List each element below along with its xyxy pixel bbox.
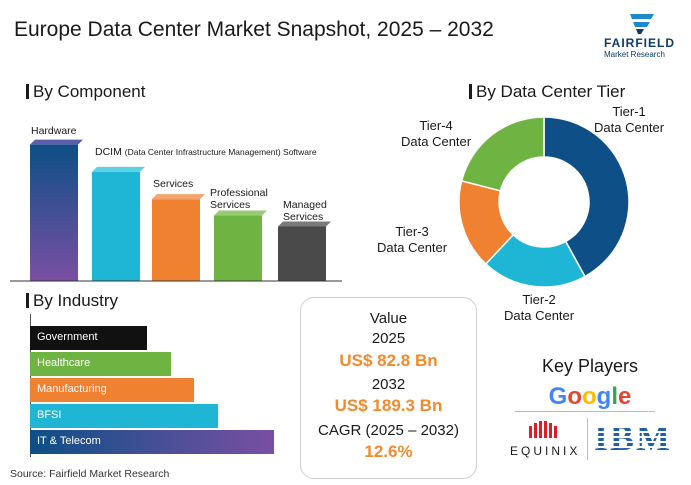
component-label-professional-services: Professional Services	[210, 187, 268, 211]
tier-3-label: Tier-3 Data Center	[377, 224, 448, 255]
component-bar-0	[30, 144, 78, 281]
industry-bar-government: Government	[30, 326, 148, 350]
logo-brand: FAIRFIELD	[604, 36, 675, 50]
component-bar-top-1	[92, 166, 145, 172]
component-label-managed-services: Managed Services	[283, 199, 327, 223]
key-players-divider-v	[587, 418, 588, 460]
industry-bar-bfsi: BFSI	[30, 404, 218, 428]
industry-bar-manufacturing: Manufacturing	[30, 378, 195, 402]
component-label-hardware: Hardware	[31, 125, 77, 137]
component-bar-top-3	[214, 210, 267, 216]
cagr-value: 12.6%	[364, 442, 413, 461]
component-bar-3	[214, 215, 262, 281]
logo-subtitle: Market Research	[604, 50, 665, 59]
component-label-dcim: DCIM (Data Center Infrastructure Managem…	[95, 146, 317, 158]
value-year-2025: 2025	[371, 330, 406, 347]
value-heading: Value	[369, 310, 408, 327]
tier-2-label: Tier-2 Data Center	[504, 292, 575, 323]
industry-bar-it-telecom: IT & Telecom	[30, 430, 274, 454]
tier-slice-4	[460, 116, 545, 192]
google-logo: Google	[548, 383, 632, 410]
fairfield-logo-icon	[630, 14, 654, 34]
tier-slice-1	[543, 116, 630, 278]
tier-1-label: Tier-1 Data Center	[594, 104, 665, 135]
tier-section-title: By Data Center Tier	[469, 82, 625, 102]
component-label-services: Services	[153, 178, 194, 190]
market-value-box: Value 2025 US$ 82.8 Bn 2032 US$ 189.3 Bn…	[300, 297, 477, 479]
component-bar-4	[278, 226, 326, 281]
key-players-divider-h	[515, 411, 655, 412]
cagr-label: CAGR (2025 – 2032)	[318, 422, 459, 439]
tier-4-label: Tier-4 Data Center	[401, 118, 472, 149]
component-bar-top-4	[278, 221, 331, 227]
component-bar-top-2	[152, 194, 205, 200]
ibm-logo: IBM	[594, 418, 672, 458]
page-title: Europe Data Center Market Snapshot, 2025…	[14, 18, 494, 41]
value-2025-amount: US$ 82.8 Bn	[339, 351, 438, 370]
component-section-title: By Component	[26, 82, 145, 102]
source-note: Source: Fairfield Market Research	[10, 468, 170, 480]
industry-bar-healthcare: Healthcare	[30, 352, 171, 376]
industry-section-title: By Industry	[26, 291, 118, 311]
component-bar-2	[152, 199, 200, 281]
key-players-title: Key Players	[541, 356, 639, 376]
value-year-2032: 2032	[371, 376, 406, 393]
component-bar-1	[92, 171, 140, 281]
value-2032-amount: US$ 189.3 Bn	[334, 396, 443, 415]
component-bar-top-0	[30, 139, 83, 145]
equinix-logo-text: EQUINIX	[510, 444, 581, 458]
equinix-mark-icon	[529, 421, 557, 438]
